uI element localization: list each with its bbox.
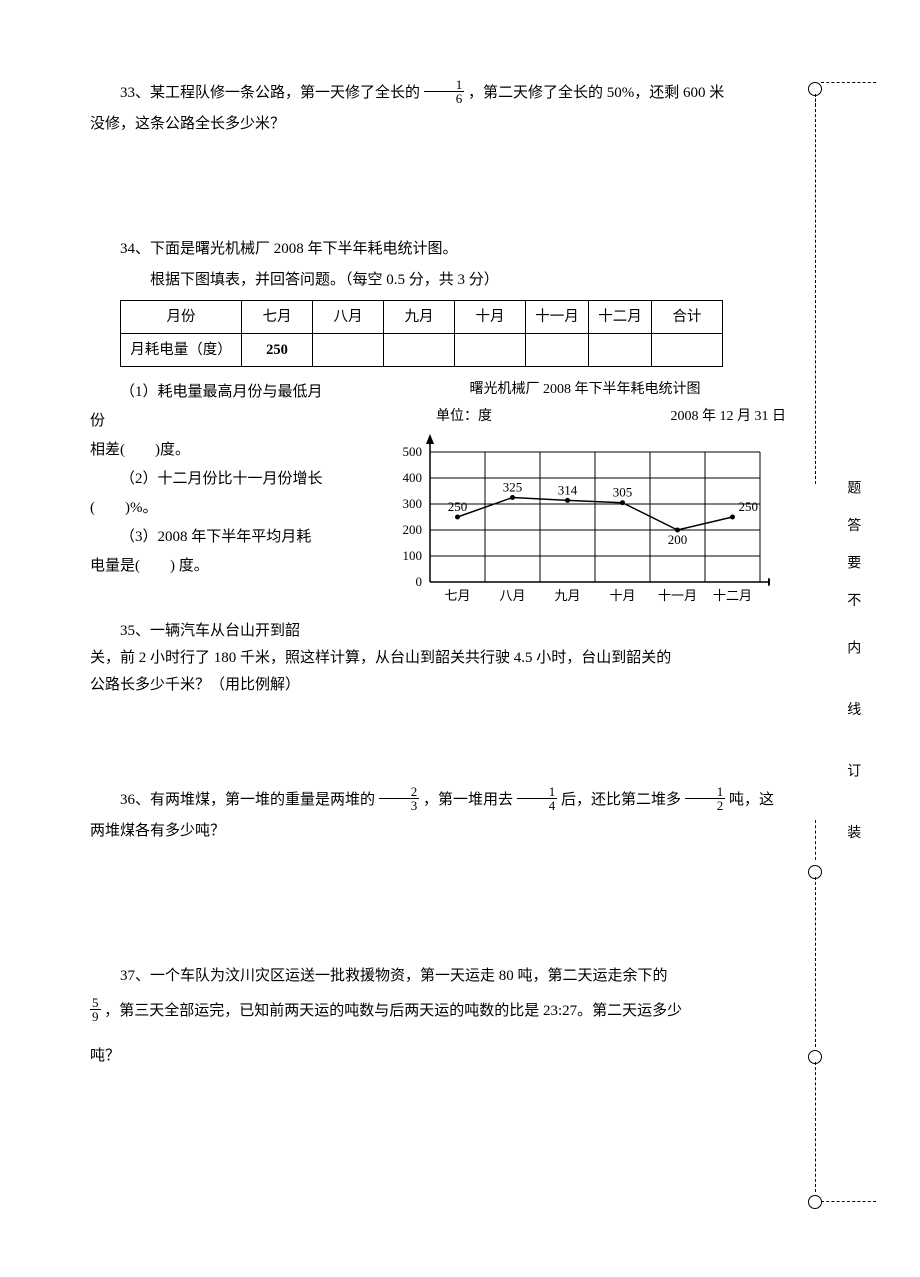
svg-text:200: 200 — [403, 522, 423, 537]
svg-text:100: 100 — [403, 548, 423, 563]
q35-c: 公路长多少千米？（用比例解） — [90, 672, 850, 699]
q33-text-b: ，第二天修了全长的 50%，还剩 600 米 — [468, 85, 724, 101]
svg-text:八月: 八月 — [499, 588, 525, 603]
svg-text:314: 314 — [558, 482, 578, 497]
svg-text:250: 250 — [739, 499, 759, 514]
question-36: 36、有两堆煤，第一堆的重量是两堆的 23 ，第一堆用去 14 后，还比第二堆多… — [90, 787, 850, 814]
chart-title: 曙光机械厂 2008 年下半年耗电统计图 — [380, 377, 790, 402]
svg-text:500: 500 — [403, 444, 423, 459]
question-37: 37、一个车队为汶川灾区运送一批救援物资，第一天运走 80 吨，第二天运走余下的 — [90, 963, 850, 990]
q36-line2: 两堆煤各有多少吨？ — [90, 818, 850, 845]
binding-margin: 题 答 要 不 内 线 订 装 — [760, 0, 870, 1277]
q36-frac2: 14 — [517, 785, 558, 812]
svg-text:七月: 七月 — [444, 588, 470, 603]
q37-line2: 59 ，第三天全部运完，已知前两天运的吨数与后两天运的吨数的比是 23:27。第… — [90, 998, 850, 1025]
svg-text:九月: 九月 — [554, 588, 580, 603]
svg-text:0: 0 — [416, 574, 423, 589]
svg-text:十一月: 十一月 — [658, 588, 697, 603]
q34-table: 月份 七月 八月 九月 十月 十一月 十二月 合计 月耗电量（度） 250 — [120, 300, 723, 367]
q34-subquestions: （1）耗电量最高月份与最低月 份 相差( )度。 （2）十二月份比十一月份增长 … — [90, 377, 370, 582]
q36-frac1: 23 — [379, 785, 420, 812]
question-33: 33、某工程队修一条公路，第一天修了全长的 16 ，第二天修了全长的 50%，还… — [90, 80, 850, 107]
q37-frac: 59 — [90, 996, 101, 1023]
q33-text-a: 33、某工程队修一条公路，第一天修了全长的 — [120, 85, 420, 101]
svg-text:200: 200 — [668, 532, 688, 547]
q33-frac1: 16 — [424, 78, 465, 105]
q34-chart: 曙光机械厂 2008 年下半年耗电统计图 单位：度 2008 年 12 月 31… — [380, 377, 790, 611]
q35-b: 关，前 2 小时行了 180 千米，照这样计算，从台山到韶关共行驶 4.5 小时… — [90, 645, 850, 672]
chart-subtitle: 单位：度 2008 年 12 月 31 日 — [380, 404, 790, 429]
svg-text:300: 300 — [403, 496, 423, 511]
svg-text:十月: 十月 — [609, 588, 635, 603]
margin-text-lower: 内 线 订 装 — [840, 640, 865, 861]
svg-text:250: 250 — [448, 499, 468, 514]
q34-line1: 34、下面是曙光机械厂 2008 年下半年耗电统计图。 — [90, 236, 850, 263]
svg-text:十二月: 十二月 — [713, 588, 752, 603]
svg-text:400: 400 — [403, 470, 423, 485]
q33-line2: 没修，这条公路全长多少米？ — [90, 111, 850, 138]
table-row: 月份 七月 八月 九月 十月 十一月 十二月 合计 — [121, 301, 723, 334]
table-row: 月耗电量（度） 250 — [121, 334, 723, 367]
margin-text-upper: 题 答 要 不 — [840, 480, 865, 617]
svg-text:305: 305 — [613, 484, 633, 499]
svg-text:325: 325 — [503, 479, 523, 494]
line-chart: 0 100 200 300 400 500 七月 八月 九月 十月 十一月 十二月 250 325 314 3… — [380, 432, 770, 612]
q35-a: 35、一辆汽车从台山开到韶 — [90, 618, 850, 645]
q34-line2: 根据下图填表，并回答问题。（每空 0.5 分，共 3 分） — [90, 267, 850, 294]
q37-line3: 吨？ — [90, 1043, 850, 1070]
q36-frac3: 12 — [685, 785, 726, 812]
